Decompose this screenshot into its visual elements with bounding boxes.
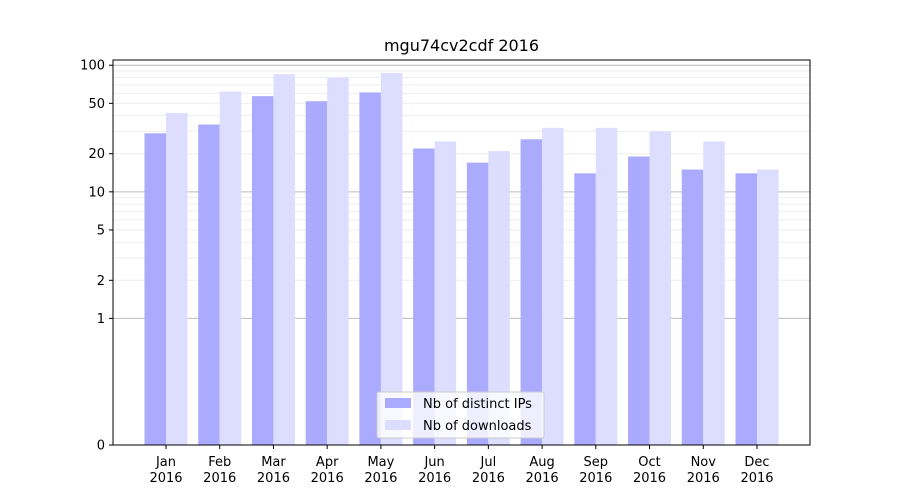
x-tick-label: Jan 2016: [149, 455, 182, 486]
bar-distinct-ips-aug: [520, 139, 543, 445]
plot-frame: [112, 59, 811, 446]
y-tick-label: 0: [97, 439, 105, 454]
y-tick-label: 100: [80, 59, 105, 74]
bars: [144, 72, 779, 446]
y-tick-label: 2: [97, 274, 105, 289]
bar-downloads-dec: [757, 169, 779, 445]
x-tick-label: Dec 2016: [740, 455, 773, 486]
y-tick-label: 1: [97, 312, 105, 327]
bar-downloads-sep: [595, 127, 618, 445]
legend-swatch-distinct-ips: [385, 398, 411, 408]
x-tick-label: Jul 2016: [472, 455, 505, 486]
x-tick-label: Jun 2016: [418, 455, 451, 486]
bar-downloads-jan: [166, 112, 188, 446]
bar-downloads-feb: [219, 91, 242, 445]
x-tick-label: Aug 2016: [526, 455, 559, 486]
bar-downloads-mar: [273, 74, 295, 446]
x-tick-label: Nov 2016: [687, 455, 720, 486]
legend-label-distinct-ips: Nb of distinct IPs: [423, 397, 532, 412]
bar-downloads-may: [380, 72, 403, 446]
bar-distinct-ips-mar: [251, 96, 274, 446]
bar-downloads-nov: [703, 141, 725, 445]
bar-distinct-ips-jan: [144, 133, 166, 445]
bar-distinct-ips-dec: [735, 173, 757, 445]
bar-downloads-apr: [327, 77, 349, 445]
bar-downloads-jul: [488, 151, 510, 445]
y-tick-label: 50: [88, 97, 105, 112]
legend-box: [376, 391, 545, 439]
legend: Nb of distinct IPs Nb of downloads: [376, 391, 545, 439]
bar-distinct-ips-jul: [466, 162, 489, 445]
x-tick-label: Sep 2016: [579, 455, 612, 486]
chart-title: mgu74cv2cdf 2016: [384, 36, 539, 55]
legend-label-downloads: Nb of downloads: [423, 419, 532, 434]
y-tick-label: 5: [97, 223, 105, 238]
y-tick-label: 20: [88, 147, 105, 162]
x-tick-label: Apr 2016: [311, 455, 344, 486]
y-axis: 0 1 2 5 10 20 50 100: [80, 59, 113, 454]
bar-distinct-ips-nov: [681, 169, 704, 445]
x-tick-label: Feb 2016: [203, 455, 236, 486]
bar-downloads-oct: [649, 131, 672, 445]
legend-swatch-downloads: [385, 420, 411, 430]
bar-distinct-ips-oct: [628, 156, 650, 446]
y-tick-label: 10: [88, 185, 105, 200]
bar-downloads-aug: [542, 127, 564, 445]
x-tick-label: May 2016: [364, 455, 397, 486]
bar-distinct-ips-jun: [413, 148, 435, 445]
bar-downloads-jun: [434, 141, 457, 445]
bar-distinct-ips-apr: [305, 101, 328, 446]
x-tick-label: Mar 2016: [257, 455, 290, 486]
bar-distinct-ips-sep: [574, 173, 596, 445]
x-axis: Jan 2016 Feb 2016 Mar 2016 Apr 2016 May 2016 Jun 20…: [149, 445, 774, 486]
bar-distinct-ips-may: [359, 92, 381, 446]
bar-distinct-ips-feb: [198, 124, 220, 445]
x-tick-label: Oct 2016: [633, 455, 666, 486]
